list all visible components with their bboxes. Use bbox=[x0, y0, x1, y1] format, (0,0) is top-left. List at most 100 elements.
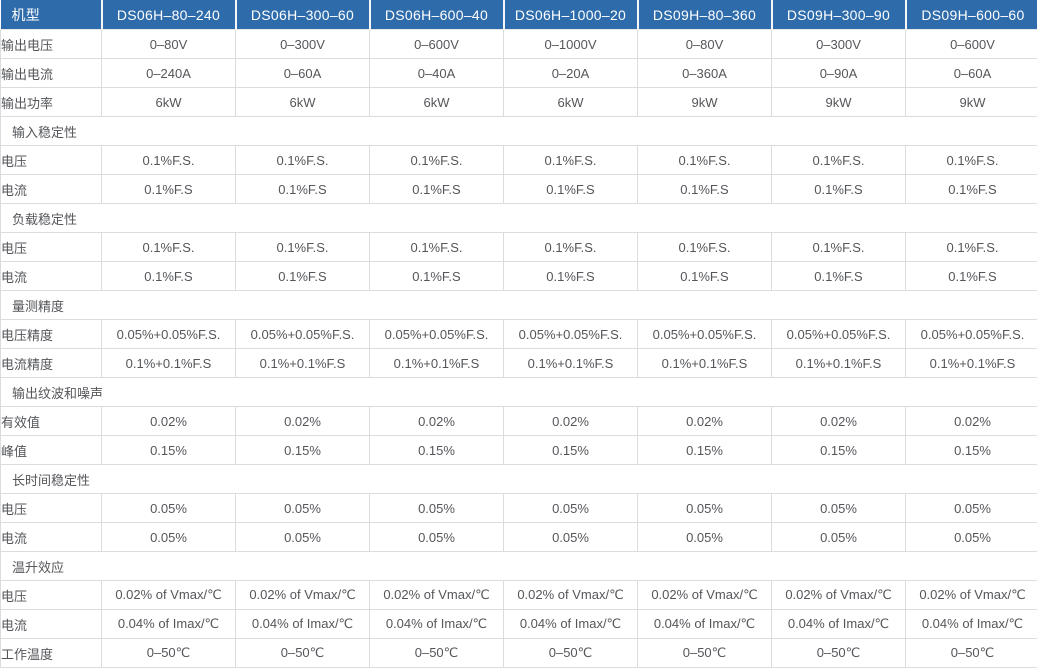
row-label: 电流 bbox=[0, 261, 102, 291]
row-label: 电流 bbox=[0, 609, 102, 639]
row-label: 峰值 bbox=[0, 435, 102, 465]
spec-value: 0.02% of Vmax/℃ bbox=[637, 580, 772, 610]
section-label: 输入稳定性 bbox=[0, 116, 1037, 146]
model-header: DS09H–600–60 bbox=[905, 0, 1037, 30]
spec-value: 0–50℃ bbox=[503, 638, 638, 668]
spec-value: 0.02% bbox=[235, 406, 370, 436]
spec-value: 6kW bbox=[235, 87, 370, 117]
section-label: 温升效应 bbox=[0, 551, 1037, 581]
spec-value: 0–20A bbox=[503, 58, 638, 88]
row-label: 电流 bbox=[0, 522, 102, 552]
spec-value: 9kW bbox=[771, 87, 906, 117]
spec-row: 电流 0.05% 0.05% 0.05% 0.05% 0.05% 0.05% 0.05% bbox=[0, 522, 1037, 552]
spec-value: 0.02% of Vmax/℃ bbox=[905, 580, 1037, 610]
spec-row: 电流 0.1%F.S 0.1%F.S 0.1%F.S 0.1%F.S 0.1%F.S 0.1… bbox=[0, 261, 1037, 291]
spec-value: 0.1%F.S. bbox=[905, 145, 1037, 175]
spec-value: 0.05% bbox=[369, 493, 504, 523]
spec-row: 电压 0.1%F.S. 0.1%F.S. 0.1%F.S. 0.1%F.S. 0.1%F.… bbox=[0, 145, 1037, 175]
row-label: 电压 bbox=[0, 493, 102, 523]
spec-row: 输出功率 6kW 6kW 6kW 6kW 9kW 9kW 9kW bbox=[0, 87, 1037, 117]
model-column-header: 机型 bbox=[0, 0, 103, 30]
spec-value: 0.05%+0.05%F.S. bbox=[369, 319, 504, 349]
spec-value: 0.02% bbox=[101, 406, 236, 436]
spec-value: 0–240A bbox=[101, 58, 236, 88]
spec-value: 0.05% bbox=[771, 522, 906, 552]
spec-value: 0.1%+0.1%F.S bbox=[369, 348, 504, 378]
section-row: 输入稳定性 bbox=[0, 116, 1037, 146]
spec-value: 0.1%F.S bbox=[369, 174, 504, 204]
spec-value: 0.1%F.S. bbox=[369, 145, 504, 175]
spec-value: 6kW bbox=[101, 87, 236, 117]
spec-value: 0.15% bbox=[235, 435, 370, 465]
spec-value: 0.1%F.S bbox=[235, 261, 370, 291]
spec-value: 0–360A bbox=[637, 58, 772, 88]
spec-value: 0.1%+0.1%F.S bbox=[503, 348, 638, 378]
model-header: DS06H–1000–20 bbox=[503, 0, 639, 30]
spec-value: 0.05% bbox=[503, 522, 638, 552]
spec-value: 0–600V bbox=[369, 29, 504, 59]
spec-value: 0.1%F.S. bbox=[771, 145, 906, 175]
spec-value: 0.1%F.S. bbox=[637, 145, 772, 175]
spec-value: 0.05% bbox=[235, 493, 370, 523]
model-header: DS06H–600–40 bbox=[369, 0, 505, 30]
spec-row: 电压 0.1%F.S. 0.1%F.S. 0.1%F.S. 0.1%F.S. 0.1%F.… bbox=[0, 232, 1037, 262]
spec-value: 0.1%F.S bbox=[905, 174, 1037, 204]
section-label: 负载稳定性 bbox=[0, 203, 1037, 233]
spec-value: 0.15% bbox=[637, 435, 772, 465]
spec-value: 0.04% of Imax/℃ bbox=[905, 609, 1037, 639]
spec-value: 0.05%+0.05%F.S. bbox=[101, 319, 236, 349]
spec-value: 0.15% bbox=[101, 435, 236, 465]
spec-row: 电压 0.05% 0.05% 0.05% 0.05% 0.05% 0.05% 0.05% bbox=[0, 493, 1037, 523]
spec-value: 0–50℃ bbox=[101, 638, 236, 668]
spec-value: 0.1%F.S bbox=[503, 261, 638, 291]
model-header: DS09H–300–90 bbox=[771, 0, 907, 30]
spec-value: 0.05% bbox=[235, 522, 370, 552]
spec-value: 0–300V bbox=[771, 29, 906, 59]
spec-row: 电流 0.1%F.S 0.1%F.S 0.1%F.S 0.1%F.S 0.1%F.S 0.1… bbox=[0, 174, 1037, 204]
section-label: 长时间稳定性 bbox=[0, 464, 1037, 494]
spec-value: 0.1%F.S. bbox=[235, 145, 370, 175]
spec-value: 0.1%F.S. bbox=[637, 232, 772, 262]
spec-value: 0.1%F.S bbox=[905, 261, 1037, 291]
spec-value: 6kW bbox=[503, 87, 638, 117]
spec-value: 0.1%F.S bbox=[637, 174, 772, 204]
spec-table-header: 机型 DS06H–80–240 DS06H–300–60 DS06H–600–4… bbox=[0, 0, 1037, 30]
spec-row: 电流 0.04% of Imax/℃ 0.04% of Imax/℃ 0.04% of… bbox=[0, 609, 1037, 639]
spec-value: 0.02% of Vmax/℃ bbox=[235, 580, 370, 610]
section-row: 量测精度 bbox=[0, 290, 1037, 320]
section-row: 输出纹波和噪声 bbox=[0, 377, 1037, 407]
spec-value: 0.1%F.S bbox=[101, 174, 236, 204]
section-row: 温升效应 bbox=[0, 551, 1037, 581]
spec-value: 0.04% of Imax/℃ bbox=[771, 609, 906, 639]
spec-value: 0.05%+0.05%F.S. bbox=[771, 319, 906, 349]
spec-value: 0.1%F.S. bbox=[905, 232, 1037, 262]
row-label: 电流 bbox=[0, 174, 102, 204]
spec-value: 0.04% of Imax/℃ bbox=[235, 609, 370, 639]
spec-value: 0.05% bbox=[771, 493, 906, 523]
spec-row: 有效值 0.02% 0.02% 0.02% 0.02% 0.02% 0.02% 0.02% bbox=[0, 406, 1037, 436]
spec-table-body: 输出电压 0–80V 0–300V 0–600V 0–1000V 0–80V 0–300V 0… bbox=[0, 29, 1037, 668]
row-label: 输出电流 bbox=[0, 58, 102, 88]
spec-value: 0.1%F.S bbox=[771, 261, 906, 291]
spec-value: 0.05% bbox=[637, 522, 772, 552]
spec-value: 0.05% bbox=[101, 493, 236, 523]
spec-value: 0.02% bbox=[771, 406, 906, 436]
section-label: 输出纹波和噪声 bbox=[0, 377, 1037, 407]
spec-row: 工作温度 0–50℃ 0–50℃ 0–50℃ 0–50℃ 0–50℃ 0–50℃ 0–50℃ bbox=[0, 638, 1037, 668]
spec-value: 0.1%F.S bbox=[369, 261, 504, 291]
spec-value: 0–50℃ bbox=[369, 638, 504, 668]
spec-value: 0–80V bbox=[637, 29, 772, 59]
spec-row: 电流精度 0.1%+0.1%F.S 0.1%+0.1%F.S 0.1%+0.1%F.S… bbox=[0, 348, 1037, 378]
spec-value: 0.02% bbox=[369, 406, 504, 436]
spec-value: 0–600V bbox=[905, 29, 1037, 59]
spec-value: 0.04% of Imax/℃ bbox=[101, 609, 236, 639]
spec-value: 6kW bbox=[369, 87, 504, 117]
spec-value: 0.1%F.S. bbox=[503, 232, 638, 262]
spec-value: 0.02% bbox=[637, 406, 772, 436]
spec-value: 0.15% bbox=[771, 435, 906, 465]
spec-value: 0.1%+0.1%F.S bbox=[101, 348, 236, 378]
row-label: 电压 bbox=[0, 232, 102, 262]
spec-value: 0.1%F.S bbox=[503, 174, 638, 204]
spec-value: 0.05% bbox=[101, 522, 236, 552]
